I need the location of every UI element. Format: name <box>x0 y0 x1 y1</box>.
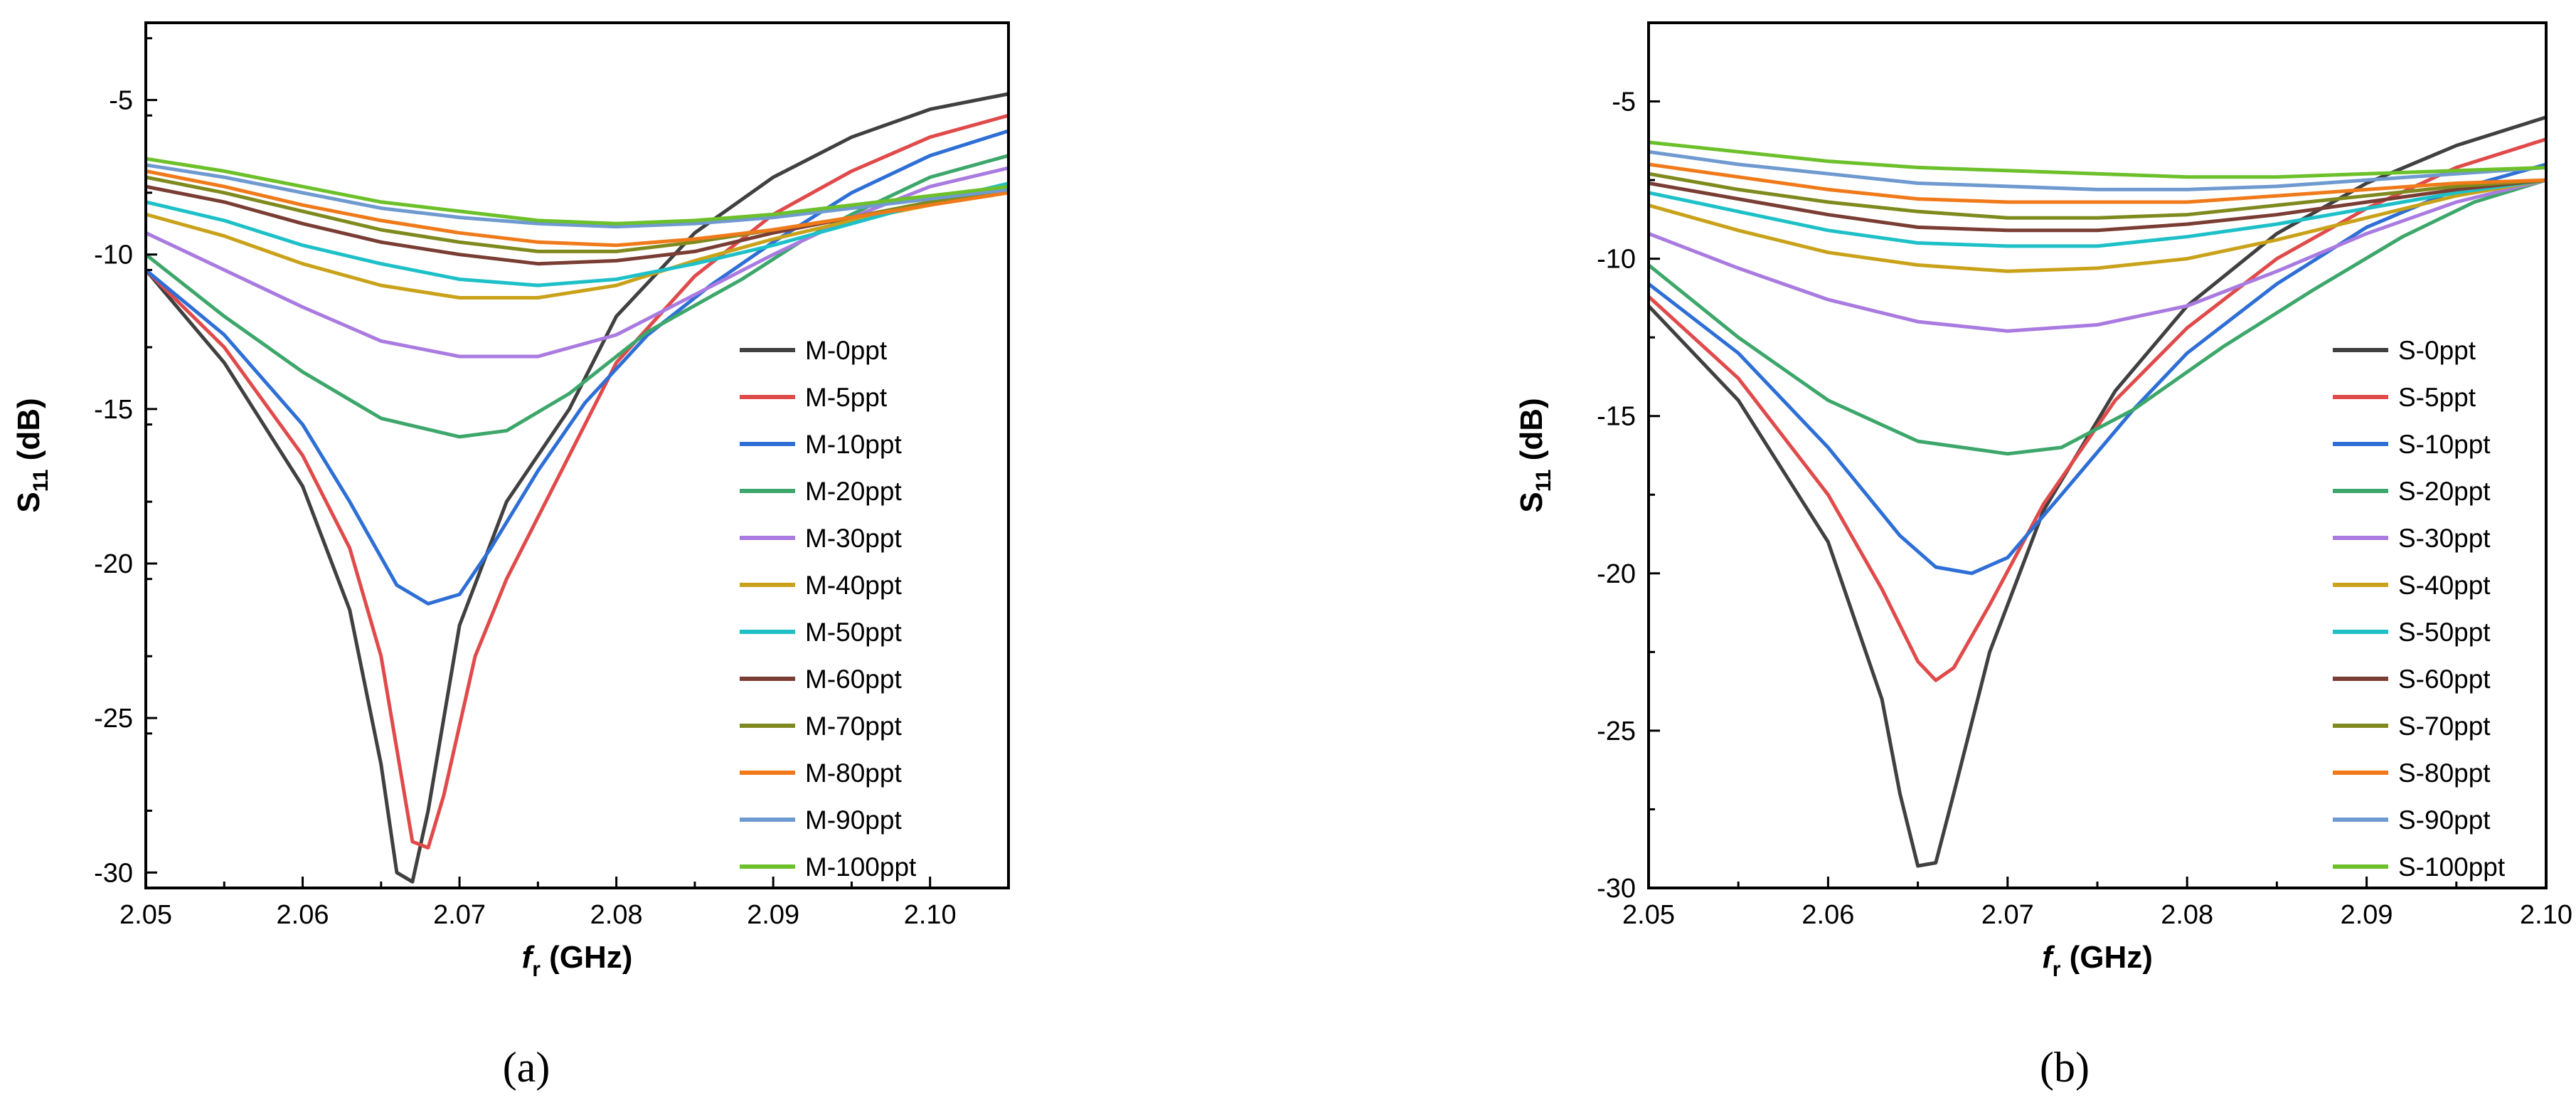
series-line-S-80ppt <box>1649 162 2546 204</box>
series-line-M-30ppt <box>146 166 1008 359</box>
legend-label: S-80ppt <box>2398 758 2491 788</box>
x-tick-label: 2.09 <box>747 900 799 930</box>
x-tick-label: 2.10 <box>904 900 957 930</box>
legend-label: S-100ppt <box>2398 852 2506 882</box>
y-tick-label: -20 <box>94 549 133 579</box>
legend-label: M-10ppt <box>805 430 902 459</box>
chart-panel-a: 2.05 2.06 2.07 2.08 2.09 2.10 -30 -25 -20 -15 -10 -… <box>11 21 1010 1091</box>
series-line-S-60ppt <box>1649 178 2546 233</box>
legend-label: M-40ppt <box>805 571 902 600</box>
series-line-M-10ppt <box>146 129 1008 605</box>
legend-label: S-30ppt <box>2398 524 2491 553</box>
chart-panel-b: 2.05 2.06 2.07 2.08 2.09 2.10 -30 -25 -20 -15 -10 -… <box>1514 21 2572 1091</box>
y-tick-label: -10 <box>1597 245 1636 275</box>
x-tick-label: 2.09 <box>2341 900 2393 930</box>
x-axis-title: fr (GHz) <box>522 940 633 981</box>
y-tick-label: -15 <box>94 395 133 425</box>
legend-label: S-60ppt <box>2398 665 2491 694</box>
series-group <box>146 92 1008 884</box>
x-tick-label: 2.08 <box>590 900 643 930</box>
series-line-M-20ppt <box>146 154 1008 439</box>
series-line-M-100ppt <box>146 157 1008 226</box>
y-axis-title: S11 (dB) <box>1514 398 1555 512</box>
y-tick-label: -10 <box>94 240 133 270</box>
series-line-M-90ppt <box>146 163 1008 229</box>
legend: S-0ppt S-5ppt S-10ppt S-20ppt S-30ppt S-40ppt… <box>2333 336 2506 882</box>
legend-label: M-50ppt <box>805 618 902 647</box>
legend-label: M-5ppt <box>805 383 888 412</box>
x-tick-label: 2.06 <box>277 900 329 930</box>
legend-label: S-50ppt <box>2398 618 2491 647</box>
x-tick-label: 2.08 <box>2161 900 2213 930</box>
legend-label: S-20ppt <box>2398 477 2491 506</box>
x-tick-label: 2.07 <box>433 900 486 930</box>
x-tick-label: 2.05 <box>119 900 172 930</box>
series-group <box>1649 115 2546 868</box>
legend-label: M-20ppt <box>805 477 902 506</box>
series-line-S-20ppt <box>1649 178 2546 456</box>
legend-label: M-0ppt <box>805 336 888 365</box>
legend-label: S-40ppt <box>2398 571 2491 600</box>
legend-label: M-70ppt <box>805 712 902 741</box>
legend-label: M-90ppt <box>805 805 902 835</box>
y-tick-label: -20 <box>1597 559 1636 589</box>
legend-label: S-70ppt <box>2398 712 2491 741</box>
legend-label: M-100ppt <box>805 852 917 882</box>
series-line-S-40ppt <box>1649 178 2546 273</box>
series-line-S-30ppt <box>1649 178 2546 333</box>
panel-label: (b) <box>2040 1044 2090 1091</box>
legend-label: S-0ppt <box>2398 336 2476 365</box>
x-tick-label: 2.07 <box>1981 900 2034 930</box>
series-line-S-50ppt <box>1649 178 2546 248</box>
x-tick-label: 2.10 <box>2520 900 2572 930</box>
legend: M-0ppt M-5ppt M-10ppt M-20ppt M-30ppt M-40ppt… <box>740 336 917 882</box>
series-line-M-40ppt <box>146 188 1008 300</box>
series-line-M-50ppt <box>146 181 1008 287</box>
y-axis-title: S11 (dB) <box>11 398 53 512</box>
x-tick-label: 2.05 <box>1622 900 1675 930</box>
plot-frame <box>144 21 1010 889</box>
legend-label: S-5ppt <box>2398 383 2476 412</box>
legend-label: S-10ppt <box>2398 430 2491 459</box>
y-tick-label: -5 <box>1612 88 1636 117</box>
series-line-S-100ppt <box>1649 140 2546 179</box>
legend-label: M-80ppt <box>805 758 902 788</box>
y-tick-label: -25 <box>1597 716 1636 746</box>
series-line-M-5ppt <box>146 113 1008 850</box>
y-tick-label: -15 <box>1597 402 1636 432</box>
legend-label: M-30ppt <box>805 524 902 553</box>
y-tick-label: -30 <box>1597 874 1636 904</box>
series-line-M-80ppt <box>146 169 1008 248</box>
series-line-S-90ppt <box>1649 149 2546 191</box>
x-axis-title: fr (GHz) <box>2042 940 2153 981</box>
y-tick-label: -5 <box>109 86 133 116</box>
legend-label: M-60ppt <box>805 665 902 694</box>
series-line-M-0ppt <box>146 92 1008 884</box>
panel-label: (a) <box>503 1044 550 1091</box>
series-line-S-10ppt <box>1649 162 2546 576</box>
series-line-S-70ppt <box>1649 171 2546 220</box>
y-tick-label: -30 <box>94 858 133 888</box>
x-tick-label: 2.06 <box>1801 900 1854 930</box>
legend-label: S-90ppt <box>2398 805 2491 835</box>
y-tick-label: -25 <box>94 704 133 734</box>
